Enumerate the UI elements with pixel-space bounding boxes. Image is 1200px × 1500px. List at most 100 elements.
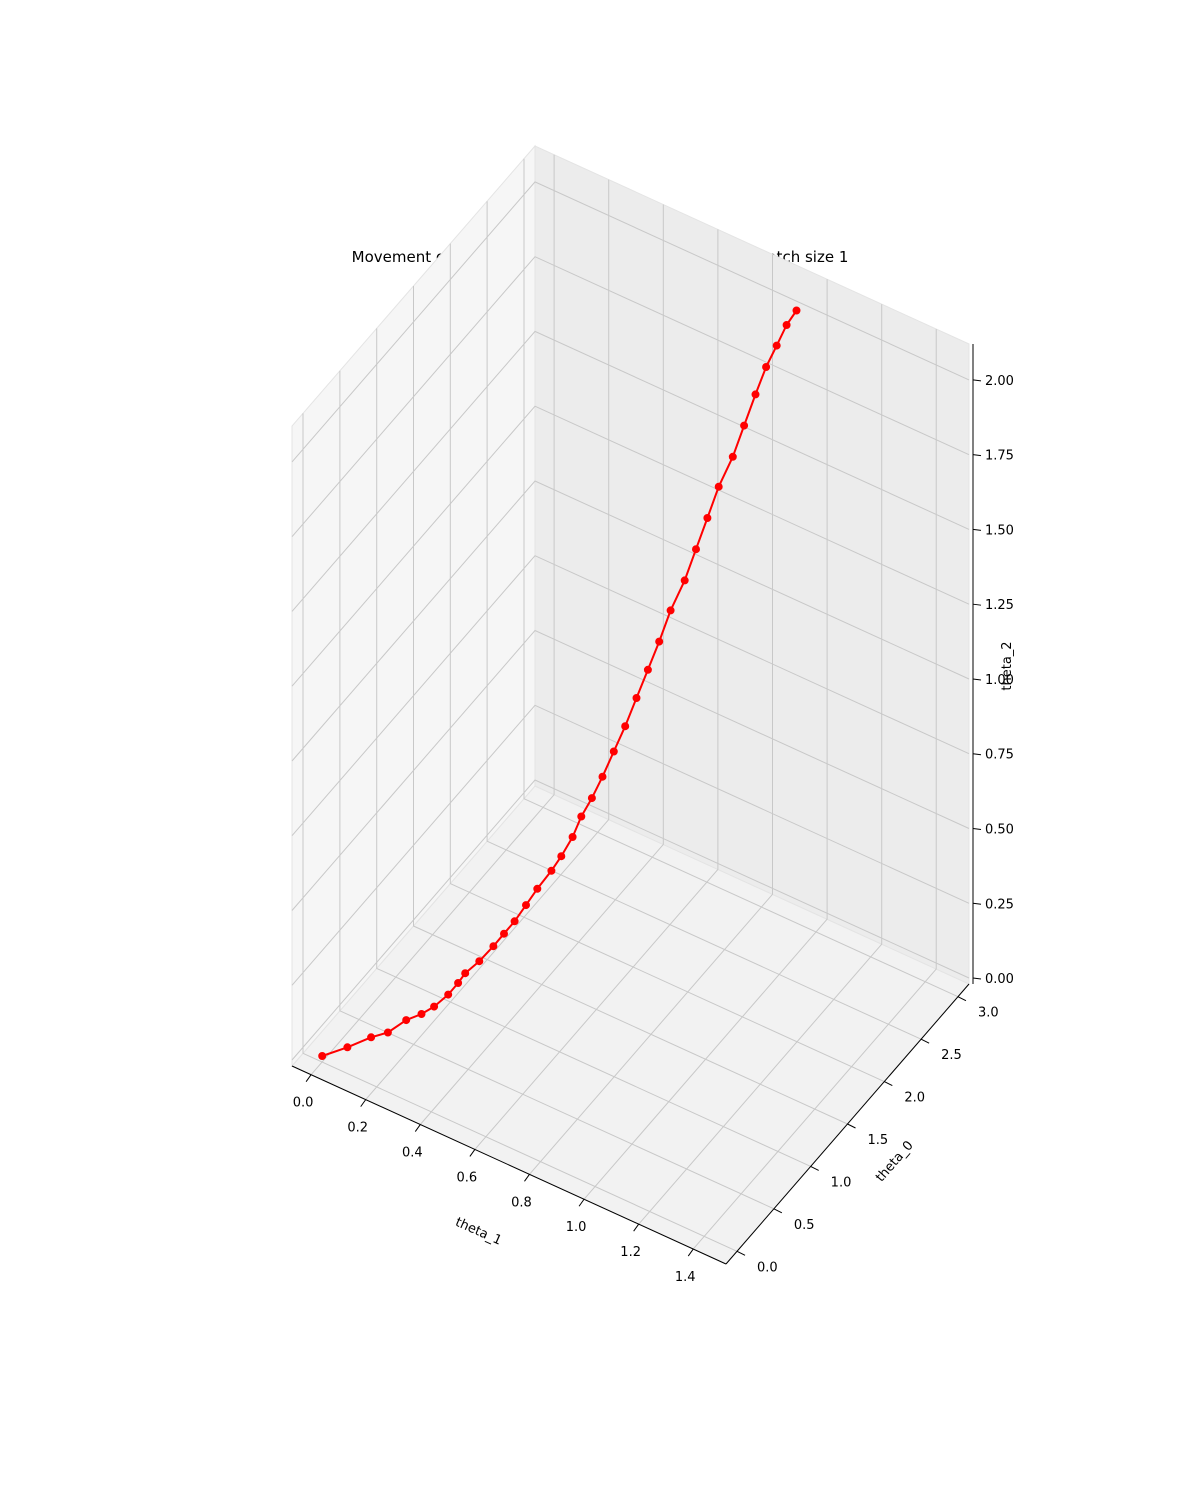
grid-line-theta-1 <box>310 154 555 1076</box>
tick-mark-theta-1 <box>578 1198 585 1207</box>
grid-line-theta-2 <box>291 330 970 612</box>
tick-label-theta-2: 2.00 <box>985 374 1014 389</box>
sgd-iteration-point <box>666 606 675 615</box>
sgd-iteration-point <box>402 1016 411 1025</box>
tick-mark-theta-0 <box>884 1081 893 1087</box>
sgd-iteration-point <box>557 852 566 861</box>
tick-mark-theta-2 <box>972 902 982 905</box>
sgd-iteration-point <box>655 637 664 646</box>
tick-label-theta-0: 3.0 <box>978 1006 999 1021</box>
tick-label-theta-2: 1.25 <box>985 598 1014 613</box>
tick-mark-theta-2 <box>972 753 982 756</box>
tick-mark-theta-0 <box>810 1165 819 1171</box>
tick-mark-theta-0 <box>773 1208 783 1214</box>
tick-mark-theta-2 <box>972 827 982 830</box>
sgd-iteration-point <box>547 866 556 875</box>
grid-line-theta-0 <box>339 370 775 1210</box>
sgd-iteration-point <box>692 545 700 554</box>
sgd-iteration-point <box>417 1010 426 1018</box>
sgd-iteration-point <box>587 794 596 803</box>
grid-line-theta-2 <box>291 256 970 538</box>
tick-mark-theta-2 <box>972 528 982 531</box>
tick-label-theta-2: 0.75 <box>985 748 1014 763</box>
sgd-iteration-point <box>454 979 463 987</box>
sgd-iteration-point <box>632 694 641 702</box>
tick-label-theta-1: 1.2 <box>620 1245 641 1260</box>
tick-mark-theta-2 <box>972 379 982 382</box>
sgd-iteration-point <box>489 942 498 951</box>
sgd-iteration-point <box>533 884 542 893</box>
grid-line-theta-0 <box>449 243 885 1083</box>
sgd-iteration-point <box>461 969 470 978</box>
grid-line-theta-2 <box>291 181 970 463</box>
sgd-iteration-point <box>383 1028 392 1037</box>
axis-label-theta-2: theta_2 <box>1000 641 1015 690</box>
grid-line-theta-1 <box>529 254 773 1175</box>
sgd-iteration-point <box>609 747 618 756</box>
sgd-iteration-point <box>522 901 530 910</box>
grid-line-theta-2 <box>291 480 970 762</box>
tick-label-theta-2: 0.50 <box>985 822 1014 837</box>
tick-mark-theta-1 <box>305 1074 312 1083</box>
sgd-iteration-point <box>643 665 652 674</box>
grid-line-theta-1 <box>419 204 664 1125</box>
tick-mark-theta-1 <box>633 1223 640 1232</box>
sgd-iteration-point <box>751 390 760 399</box>
tick-label-theta-2: 1.75 <box>985 449 1014 464</box>
tick-label-theta-1: 0.0 <box>293 1096 314 1111</box>
grid-line-theta-0 <box>376 328 811 1167</box>
grid-line-theta-2 <box>291 405 970 687</box>
sgd-iteration-point <box>500 929 508 938</box>
tick-mark-theta-2 <box>972 454 982 457</box>
tick-mark-theta-2 <box>972 977 982 980</box>
sgd-iteration-point <box>430 1002 439 1011</box>
grid-line-theta-1 <box>474 229 719 1150</box>
tick-label-theta-2: 0.25 <box>985 897 1014 912</box>
grid-line-theta-1 <box>365 179 610 1100</box>
tick-mark-theta-2 <box>972 603 982 606</box>
grid-line-theta-1 <box>638 304 883 1225</box>
tick-label-theta-0: 2.0 <box>904 1091 925 1106</box>
sgd-iteration-point <box>343 1043 352 1052</box>
sgd-iteration-point <box>510 917 519 926</box>
sgd-iteration-point <box>703 514 712 522</box>
sgd-iteration-point <box>728 452 737 461</box>
sgd-iteration-point <box>680 576 689 585</box>
tick-label-theta-0: 0.5 <box>794 1218 815 1233</box>
sgd-iteration-point <box>714 482 723 491</box>
tick-label-theta-1: 1.0 <box>566 1220 587 1235</box>
tick-label-theta-1: 1.4 <box>675 1270 696 1285</box>
tick-mark-theta-1 <box>469 1149 476 1157</box>
grid-line-theta-0 <box>302 413 738 1252</box>
grid-line-theta-0 <box>523 158 959 998</box>
grid-line-theta-2 <box>291 629 970 911</box>
tick-mark-theta-0 <box>920 1038 930 1044</box>
grid-line-theta-0 <box>486 201 922 1040</box>
tick-label-theta-0: 1.0 <box>831 1175 852 1190</box>
sgd-iteration-point <box>598 772 607 781</box>
tick-mark-theta-0 <box>847 1123 856 1129</box>
sgd-iteration-point <box>444 990 453 999</box>
tick-label-theta-1: 0.6 <box>457 1170 478 1185</box>
grid-line-theta-1 <box>692 329 937 1250</box>
sgd-iteration-point <box>782 321 791 329</box>
sgd-iteration-point <box>577 812 586 821</box>
sgd-iteration-point <box>740 421 749 430</box>
tick-label-theta-0: 1.5 <box>868 1133 889 1148</box>
back-pane <box>534 145 970 985</box>
tick-mark-theta-0 <box>736 1250 746 1256</box>
axis-label-theta-1: theta_1 <box>453 1215 504 1249</box>
tick-label-theta-2: 1.50 <box>985 523 1014 538</box>
grid-line-theta-1 <box>583 279 828 1200</box>
tick-label-theta-2: 1.00 <box>985 673 1014 688</box>
tick-label-theta-1: 0.8 <box>511 1195 532 1210</box>
tick-mark-theta-1 <box>414 1124 421 1132</box>
sgd-iteration-point <box>367 1033 376 1042</box>
tick-label-theta-2: 0.00 <box>985 972 1014 987</box>
axis-line-theta-1 <box>291 1065 727 1265</box>
sgd-iteration-point <box>475 957 484 966</box>
tick-mark-theta-2 <box>972 678 982 681</box>
sgd-iteration-point <box>318 1052 327 1060</box>
